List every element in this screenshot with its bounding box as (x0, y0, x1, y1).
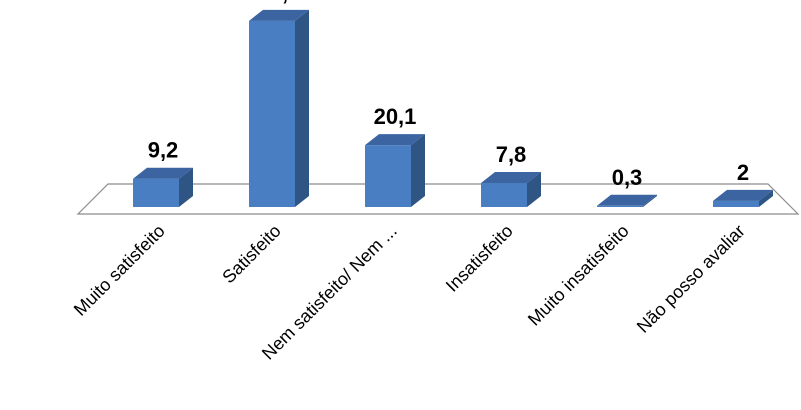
bar-front (481, 183, 527, 207)
bar-side (179, 167, 193, 207)
data-label: 7,8 (496, 142, 527, 167)
category-label: Muito satisfeito (70, 221, 169, 320)
bar-top (597, 194, 657, 206)
bar-top (133, 167, 193, 179)
bar-front (713, 200, 759, 207)
bar-1 (133, 167, 193, 207)
bar-front (597, 205, 643, 207)
category-label: Nem satisfeito/ Nem ... (258, 221, 401, 364)
bar-front (365, 145, 411, 207)
category-label: Não posso avaliar (633, 221, 749, 337)
bar-front (133, 178, 179, 207)
bar-2 (249, 9, 309, 207)
bar-top (365, 134, 425, 146)
bars-group (133, 9, 773, 207)
category-label: Satisfeito (218, 221, 285, 288)
bar-5 (597, 194, 657, 207)
bar-side (643, 194, 657, 207)
bar-front (249, 20, 295, 207)
data-label: 9,2 (148, 138, 179, 163)
data-label: 60,5 (258, 0, 301, 5)
data-label: 20,1 (374, 104, 417, 129)
bar-top (713, 189, 773, 201)
data-labels-group: 9,2 60,5 20,1 7,8 0,3 2 (148, 0, 749, 190)
bar-6 (713, 189, 773, 207)
bar-4 (481, 172, 541, 207)
bar-3 (365, 134, 425, 207)
bar-top (481, 172, 541, 183)
category-label: Insatisfeito (442, 221, 517, 296)
bar-side (759, 189, 773, 207)
bar-top (249, 9, 309, 21)
data-label: 0,3 (612, 165, 643, 190)
bar-side (295, 9, 309, 207)
category-label: Muito insatisfeito (524, 221, 633, 330)
bar-side (527, 172, 541, 207)
bar-side (411, 134, 425, 207)
data-label: 2 (737, 160, 749, 185)
chart-floor (76, 183, 800, 215)
